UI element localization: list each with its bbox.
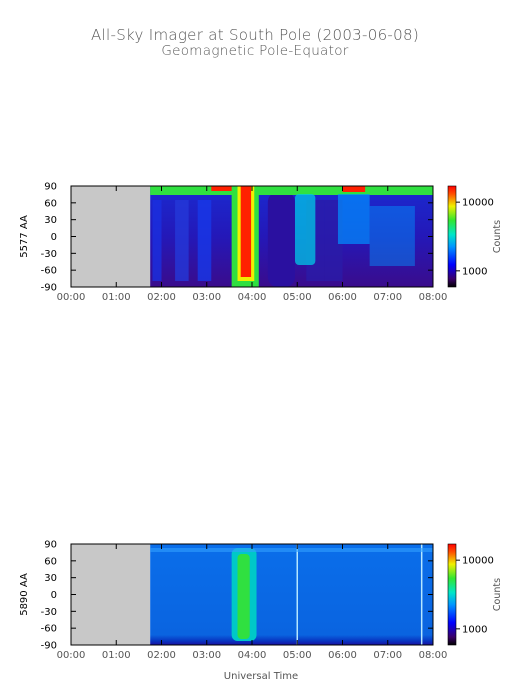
x-tick-label: 02:00 [147,650,176,661]
y-tick-label: -60 [41,624,57,635]
x-axis-label: Universal Time [224,671,298,680]
x-tick-label: 08:00 [419,650,448,661]
x-tick-label: 07:00 [373,292,402,303]
intensity-band [152,200,162,281]
chart-subtitle: Geomagnetic Pole-Equator [161,43,349,59]
y-tick-label: -30 [41,607,57,618]
cyan-feature [294,194,316,265]
y-tick-label: 60 [44,556,57,567]
colorbar [447,185,457,288]
y-tick-label: 0 [51,232,57,243]
intensity-band [197,200,212,281]
x-tick-label: 04:00 [238,650,267,661]
x-tick-label: 05:00 [283,650,312,661]
no-data-region [71,544,151,645]
heatmap-image [71,544,433,645]
x-tick-label: 07:00 [373,650,402,661]
x-tick-label: 08:00 [419,292,448,303]
y-tick-label: 90 [44,182,57,193]
y-tick-label: -60 [41,266,57,277]
auroral-arc-core [240,186,252,277]
keogram-panel-1: 00:00 01:00 02:00 03:00 04:00 05:00 06:00 07:00… [19,182,503,304]
y-tick-label: 30 [44,215,57,226]
heatmap-background [150,544,433,645]
y-tick-label: -90 [41,283,57,294]
red-top-spot [342,186,366,192]
colorbar-label: Counts [492,578,503,611]
y-tick-label: -30 [41,249,57,260]
colorbar-tick-label: 1000 [462,624,487,635]
chart-title: All-Sky Imager at South Pole (2003-06-08… [91,26,419,44]
x-tick-label: 01:00 [102,292,131,303]
heatmap-image [71,186,433,287]
colorbar-tick-label: 10000 [462,198,494,209]
y-tick-label: 60 [44,198,57,209]
x-tick-label: 04:00 [238,292,267,303]
x-tick-label: 00:00 [57,292,86,303]
red-top-spot [211,186,232,191]
x-tick-label: 02:00 [147,292,176,303]
bright-core [237,554,250,639]
x-tick-label: 03:00 [192,650,221,661]
x-tick-label: 06:00 [328,650,357,661]
top-glow-band [150,186,433,195]
y-tick-label: -90 [41,641,57,652]
colorbar [447,543,457,646]
top-band [150,548,433,552]
x-tick-label: 01:00 [102,650,131,661]
y-axis-label: 5890 AA [19,573,30,616]
y-tick-label: 0 [51,590,57,601]
x-tick-label: 05:00 [283,292,312,303]
x-tick-label: 00:00 [57,650,86,661]
y-tick-label: 90 [44,540,57,551]
colorbar-tick-label: 1000 [462,266,487,277]
no-data-region [71,186,151,287]
colorbar-label: Counts [492,220,503,253]
x-tick-label: 06:00 [328,292,357,303]
intensity-band [175,200,189,281]
colorbar-tick-label: 10000 [462,556,494,567]
y-axis-label: 5577 AA [19,215,30,258]
dark-column [267,192,295,287]
keogram-panel-2: 00:00 01:00 02:00 03:00 04:00 05:00 06:00 07:00… [19,540,503,662]
x-tick-label: 03:00 [192,292,221,303]
cyan-feature [337,194,370,244]
y-tick-label: 30 [44,573,57,584]
cyan-feature [369,206,415,266]
